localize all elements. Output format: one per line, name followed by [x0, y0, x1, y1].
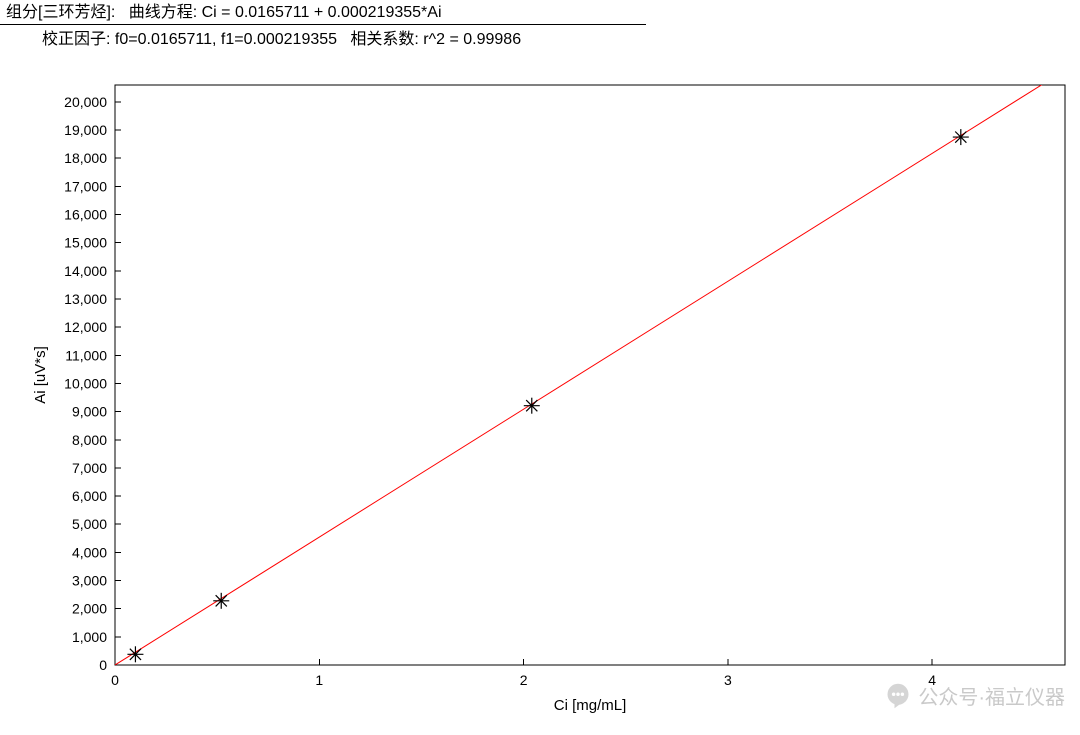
svg-text:3: 3	[724, 672, 732, 688]
svg-text:19,000: 19,000	[64, 122, 107, 138]
svg-text:14,000: 14,000	[64, 263, 107, 279]
factor-label: 校正因子:	[42, 31, 110, 48]
svg-text:1,000: 1,000	[72, 629, 107, 645]
factor-value: f0=0.0165711, f1=0.000219355	[115, 31, 337, 48]
svg-text:1: 1	[315, 672, 323, 688]
equation-value: Ci = 0.0165711 + 0.000219355*Ai	[202, 4, 442, 21]
header: 组分[三环芳烃]: 曲线方程: Ci = 0.0165711 + 0.00021…	[0, 0, 1080, 51]
svg-text:0: 0	[99, 657, 107, 673]
svg-text:8,000: 8,000	[72, 432, 107, 448]
svg-text:10,000: 10,000	[64, 375, 107, 391]
svg-text:13,000: 13,000	[64, 291, 107, 307]
svg-text:4,000: 4,000	[72, 544, 107, 560]
component-label: 组分[三环芳烃]:	[6, 4, 115, 21]
corr-label: 相关系数:	[350, 31, 418, 48]
header-line-2: 校正因子: f0=0.0165711, f1=0.000219355 相关系数:…	[0, 25, 1080, 51]
corr-value: r^2 = 0.99986	[423, 31, 521, 48]
svg-text:11,000: 11,000	[65, 347, 107, 363]
svg-text:Ai [uV*s]: Ai [uV*s]	[32, 346, 49, 404]
svg-text:15,000: 15,000	[64, 235, 107, 251]
svg-text:6,000: 6,000	[72, 488, 107, 504]
svg-text:20,000: 20,000	[64, 94, 107, 110]
header-line-1: 组分[三环芳烃]: 曲线方程: Ci = 0.0165711 + 0.00021…	[0, 0, 646, 25]
svg-text:9,000: 9,000	[72, 404, 107, 420]
svg-text:7,000: 7,000	[72, 460, 107, 476]
svg-text:18,000: 18,000	[64, 150, 107, 166]
svg-text:2: 2	[520, 672, 528, 688]
chart-svg: 0 1,000 2,000 3,000 4,000 5,000 6,000 7,000 8,00…	[25, 65, 1080, 730]
svg-text:Ci [mg/mL]: Ci [mg/mL]	[554, 697, 627, 714]
svg-text:2,000: 2,000	[72, 601, 107, 617]
svg-text:17,000: 17,000	[64, 178, 107, 194]
svg-text:3,000: 3,000	[72, 573, 107, 589]
svg-text:16,000: 16,000	[64, 207, 107, 223]
equation-label: 曲线方程:	[129, 4, 197, 21]
svg-text:0: 0	[111, 672, 119, 688]
svg-text:12,000: 12,000	[64, 319, 107, 335]
svg-text:4: 4	[928, 672, 936, 688]
svg-text:5,000: 5,000	[72, 516, 107, 532]
calibration-chart: 0 1,000 2,000 3,000 4,000 5,000 6,000 7,000 8,00…	[25, 65, 1080, 730]
